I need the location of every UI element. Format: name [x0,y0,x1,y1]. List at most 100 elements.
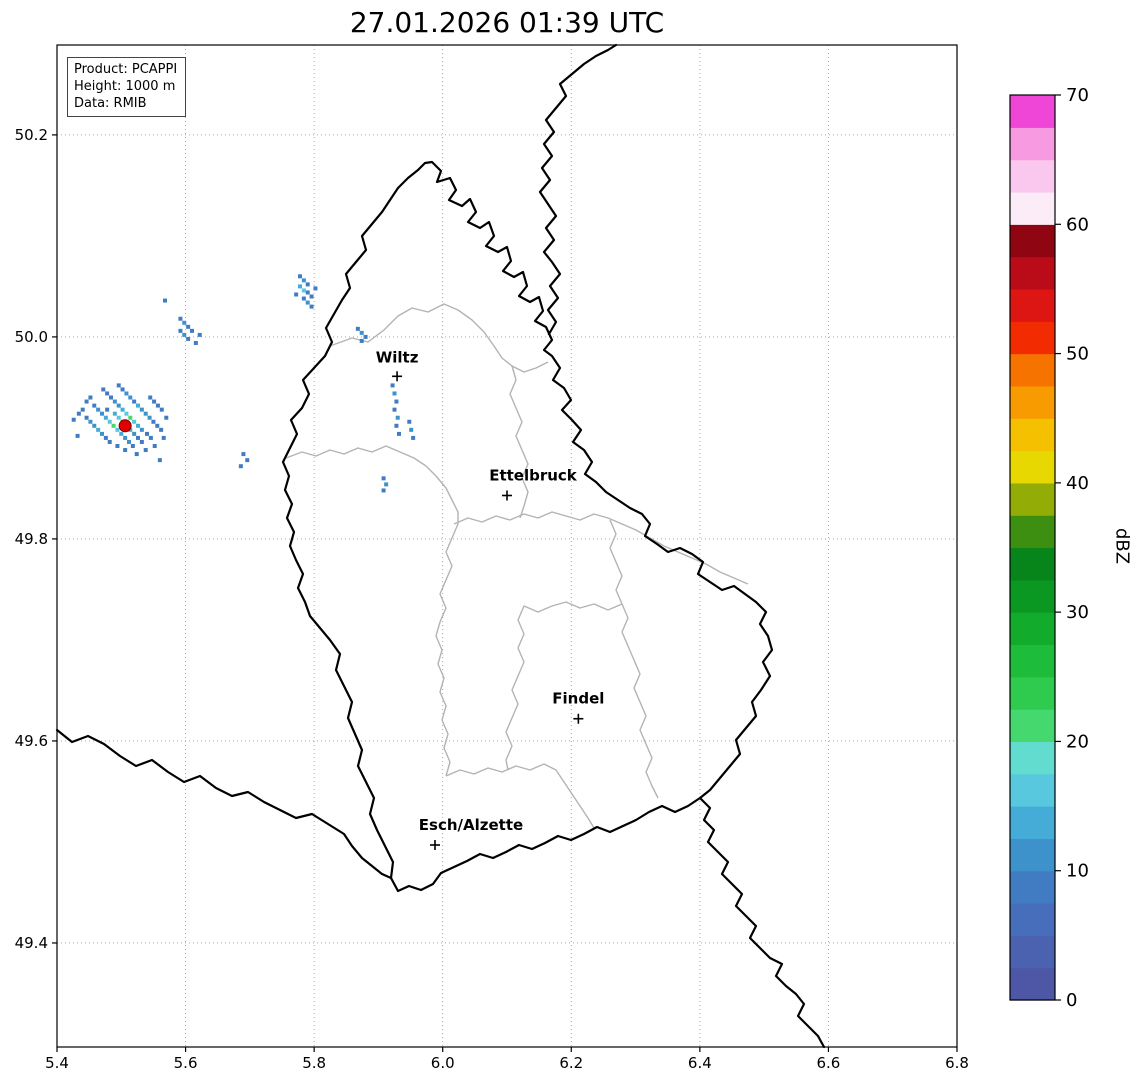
y-tick-label: 49.6 [15,732,48,750]
colorbar-segment [1010,838,1055,872]
echo-pixel [132,419,137,424]
echo-pixel [363,334,368,339]
echo-pixel [112,399,117,404]
colorbar-tick-label: 20 [1066,731,1089,752]
colorbar-segment [1010,903,1055,936]
echo-pixel [139,439,144,444]
canton-border [285,445,459,524]
colorbar-tick-label: 60 [1066,214,1089,235]
colorbar-segment [1010,224,1055,258]
echo-pixel [305,282,310,287]
radar-echo-layer [71,274,416,493]
echo-pixel [159,427,164,432]
radar-site-marker [118,419,132,433]
echo-pixel [139,407,144,412]
echo-pixel [161,435,166,440]
colorbar-tick-label: 10 [1066,861,1089,882]
info-line-product: Product: PCAPPI [74,62,178,77]
echo-pixel [241,452,246,457]
echo-pixel [155,403,160,408]
canton-border [663,545,749,585]
echo-pixel [193,340,198,345]
echo-pixel [186,324,191,329]
echo-pixel [116,383,121,388]
colorbar-segment [1010,935,1055,969]
echo-pixel [115,444,120,449]
echo-pixel [128,395,133,400]
echo-pixel [245,458,250,463]
echo-pixel [164,415,169,420]
echo-pixel [132,399,137,404]
echo-pixel [143,448,148,453]
echo-pixel [136,423,140,428]
x-tick-label: 5.6 [174,1054,198,1072]
echo-pixel [381,488,386,493]
x-tick-label: 6.6 [816,1054,840,1072]
echo-pixel [313,286,318,291]
echo-pixel [301,278,306,283]
info-box: Product: PCAPPI Height: 1000 m Data: RMI… [67,57,187,118]
colorbar-segment [1010,321,1055,355]
echo-pixel [124,391,129,396]
echo-pixel [148,435,153,440]
axes-layer: 5.4 5.6 5.8 6.0 6.2 6.4 6.6 6.8 49.4 49.6 49.8 50.0… [15,44,969,1072]
echo-pixel [182,320,187,325]
info-line-height: Height: 1000 m [74,79,176,95]
echo-pixel [105,391,110,396]
country-border [281,160,774,893]
echo-pixel [298,284,302,289]
country-border [55,728,393,880]
colorbar-segment [1010,127,1055,161]
echo-pixel [107,439,112,444]
echo-pixel [197,332,202,337]
echo-pixel [182,332,187,337]
y-tick-label: 50.2 [15,126,48,144]
echo-pixel [103,435,108,440]
colorbar-segment [1010,353,1055,387]
y-tick-label: 49.4 [15,934,48,952]
echo-pixel [112,411,117,416]
colorbar-segment [1010,256,1055,290]
echo-pixel [163,298,167,303]
echo-pixel [407,419,412,424]
colorbar-segment [1010,547,1055,581]
echo-pixel [116,403,121,408]
echo-pixel [178,328,183,333]
colorbar-axis-label: dBZ [1111,527,1133,565]
colorbar-segment [1010,385,1055,419]
colorbar-segment [1010,644,1055,678]
gridline-layer [56,45,958,1047]
echo-pixel [143,411,148,416]
x-tick-label: 6.2 [559,1054,583,1072]
echo-pixel [301,296,306,301]
colorbar-tick-label: 40 [1066,473,1089,494]
echo-pixel [128,415,133,420]
echo-pixel [115,427,120,432]
canton-border [509,365,529,519]
echo-pixel [136,403,140,408]
country-border-layer [55,43,826,1049]
echo-pixel [305,300,310,305]
country-border [538,43,618,336]
echo-pixel [100,431,104,436]
echo-pixel [111,423,116,428]
canton-border [435,523,459,777]
echo-pixel [92,403,97,408]
x-tick-label: 6.4 [688,1054,712,1072]
echo-pixel [84,415,89,420]
country-border [698,796,826,1049]
echo-pixel [190,328,194,333]
echo-pixel [355,326,360,331]
echo-pixel [392,407,397,412]
colorbar-frame [1009,94,1056,1001]
echo-pixel [96,427,101,432]
colorbar-segment [1010,288,1055,322]
y-tick-label: 49.8 [15,530,48,548]
echo-pixel [390,383,395,388]
canton-border [445,763,595,829]
echo-pixel [155,423,160,428]
info-line-data: Data: RMIB [74,96,147,112]
echo-pixel [395,415,400,420]
echo-pixel [109,395,113,400]
echo-pixel [151,419,156,424]
